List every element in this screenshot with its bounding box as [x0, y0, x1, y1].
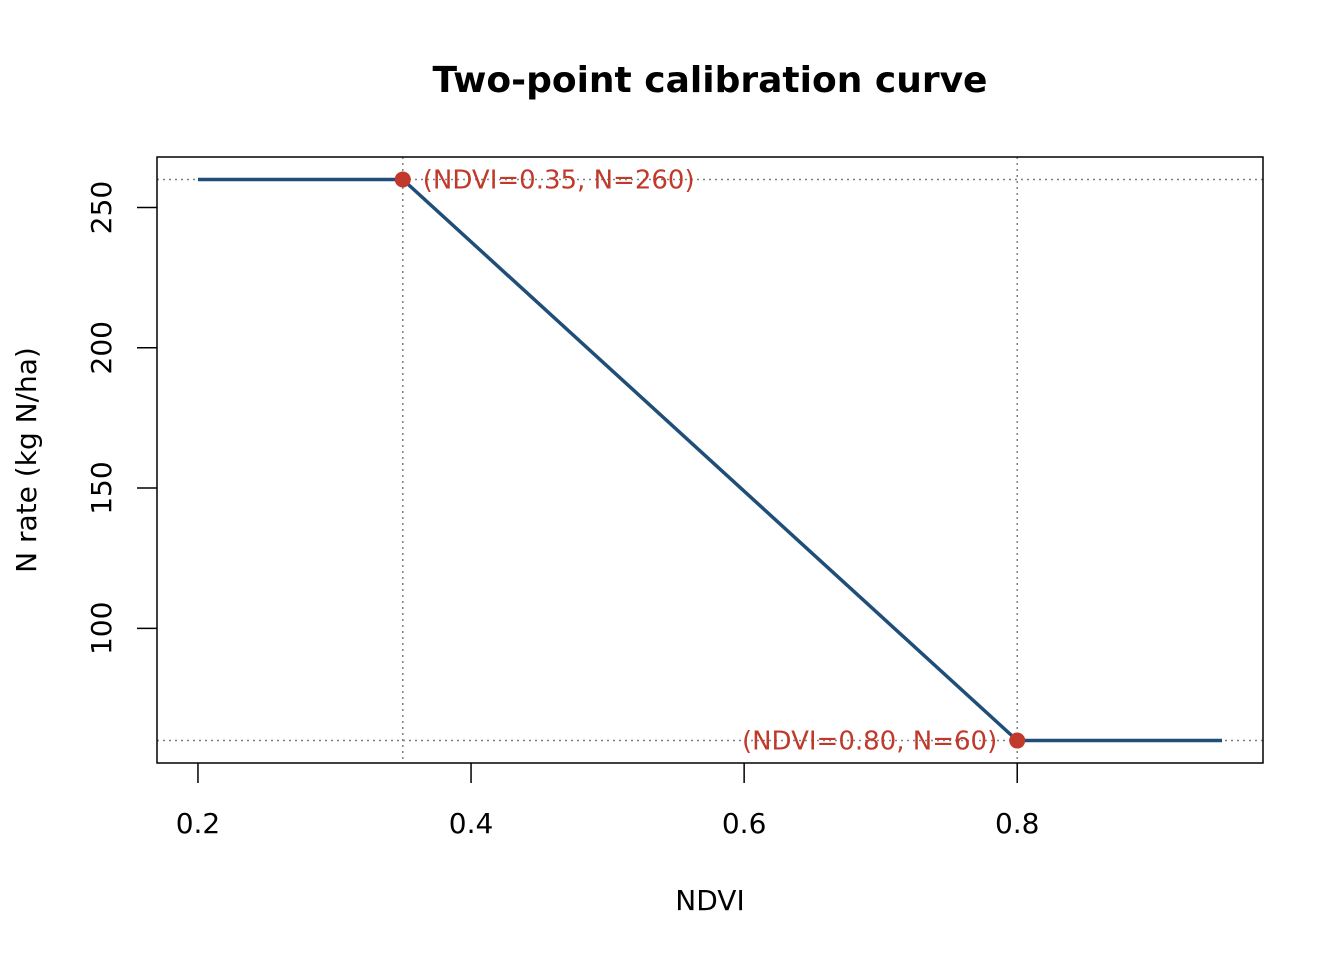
y-axis-label: N rate (kg N/ha)	[10, 347, 43, 573]
data-point	[1009, 732, 1026, 749]
x-tick-label: 0.2	[176, 807, 221, 840]
point-label: (NDVI=0.35, N=260)	[423, 165, 695, 195]
y-tick-label: 200	[85, 321, 118, 374]
x-tick-label: 0.4	[449, 807, 494, 840]
y-tick-label: 250	[85, 181, 118, 234]
point-label: (NDVI=0.80, N=60)	[742, 727, 997, 757]
plot-frame	[156, 156, 1264, 764]
y-tick-label: 150	[85, 461, 118, 514]
x-axis-label: NDVI	[675, 884, 744, 917]
series-line	[197, 177, 1223, 743]
chart-title: Two-point calibration curve	[433, 60, 988, 101]
data-point	[394, 171, 411, 188]
x-tick-label: 0.8	[995, 807, 1040, 840]
x-tick-label: 0.6	[722, 807, 767, 840]
y-tick-label: 100	[85, 602, 118, 655]
